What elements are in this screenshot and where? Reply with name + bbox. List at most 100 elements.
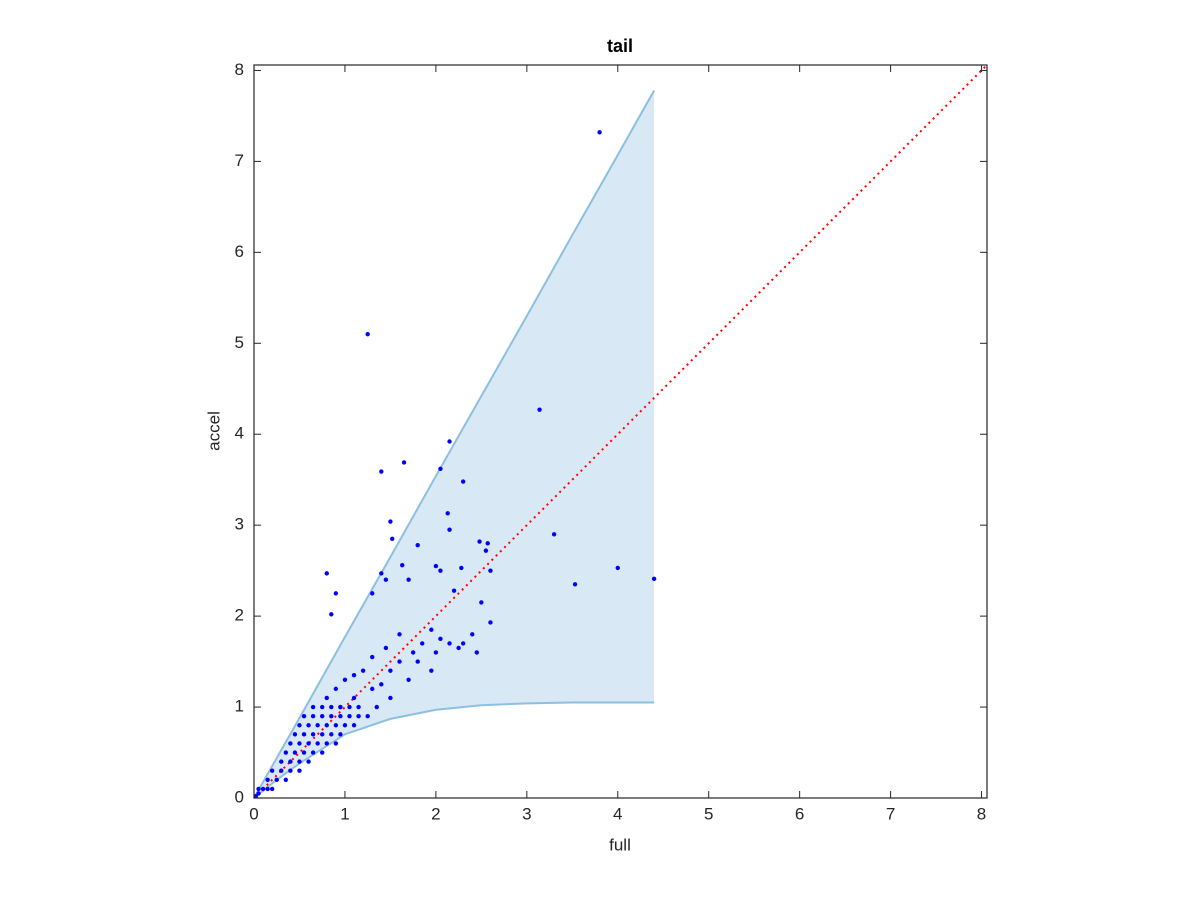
scatter-point xyxy=(615,565,620,571)
scatter-point xyxy=(447,527,452,532)
scatter-point xyxy=(301,732,307,737)
y-tick-label: 2 xyxy=(235,606,244,625)
scatter-point xyxy=(324,571,329,576)
scatter-point xyxy=(438,466,443,471)
y-tick-label: 3 xyxy=(235,515,244,534)
scatter-point xyxy=(297,759,302,764)
x-tick-label: 8 xyxy=(977,804,986,823)
scatter-point xyxy=(351,673,357,678)
scatter-point xyxy=(460,479,466,484)
scatter-point xyxy=(333,591,339,596)
band-edge xyxy=(253,89,656,799)
y-tick-label: 0 xyxy=(235,787,244,806)
y-tick-label: 1 xyxy=(235,697,244,716)
scatter-point xyxy=(370,591,375,596)
scatter-point xyxy=(474,650,480,655)
y-tick-label: 5 xyxy=(235,333,244,352)
scatter-point xyxy=(370,654,375,660)
scatter-point xyxy=(401,460,407,465)
scatter-point xyxy=(283,777,289,783)
scatter-point xyxy=(292,732,298,737)
x-tick-label: 4 xyxy=(613,804,622,823)
scatter-point xyxy=(269,786,275,792)
x-tick-label: 6 xyxy=(795,804,804,823)
scatter-point xyxy=(365,331,370,337)
scatter-point xyxy=(338,713,343,719)
axes-box xyxy=(253,64,988,799)
scatter-point xyxy=(306,723,311,728)
y-tick-label: 8 xyxy=(235,60,244,79)
scatter-point xyxy=(279,768,284,773)
scatter-point xyxy=(429,668,434,673)
x-tick-label: 3 xyxy=(522,804,531,823)
scatter-point xyxy=(338,732,343,737)
scatter-point xyxy=(324,695,329,701)
scatter-point xyxy=(479,600,484,605)
scatter-point xyxy=(438,568,443,573)
scatter-point xyxy=(297,741,302,746)
scatter-point xyxy=(338,704,343,710)
scatter-point xyxy=(447,439,452,444)
scatter-point xyxy=(379,571,384,576)
scatter-point xyxy=(253,793,259,799)
x-tick-label: 7 xyxy=(886,804,895,823)
x-tick-label: 0 xyxy=(249,804,258,823)
scatter-point xyxy=(445,511,450,516)
scatter-point xyxy=(459,565,464,571)
scatter-point xyxy=(315,741,320,746)
scatter-point xyxy=(651,576,657,582)
scatter-point xyxy=(283,750,289,755)
chart-title: tail xyxy=(607,36,633,56)
scatter-point xyxy=(320,713,325,719)
band-edge xyxy=(253,701,655,799)
scatter-point xyxy=(265,786,270,792)
scatter-point xyxy=(347,704,352,710)
scatter-point xyxy=(388,695,393,701)
scatter-point xyxy=(438,636,443,642)
scatter-point xyxy=(297,723,302,728)
scatter-point xyxy=(292,750,298,755)
scatter-point xyxy=(306,759,311,764)
scatter-point xyxy=(397,659,402,664)
scatter-point xyxy=(456,645,461,651)
scatter-point xyxy=(383,577,389,582)
scatter-point xyxy=(310,713,316,719)
y-tick-label: 7 xyxy=(235,151,244,170)
scatter-point xyxy=(310,750,316,755)
scatter-point xyxy=(433,563,439,569)
scatter-point xyxy=(324,741,329,746)
scatter-point xyxy=(256,786,261,792)
scatter-point xyxy=(370,686,375,692)
x-axis-label: full xyxy=(609,835,631,854)
scatter-point xyxy=(537,407,542,412)
x-tick-label: 5 xyxy=(704,804,713,823)
scatter-point xyxy=(406,677,411,682)
scatter-point xyxy=(297,768,302,773)
scatter-point xyxy=(400,562,405,568)
scatter-point xyxy=(333,686,339,692)
scatter-point xyxy=(470,632,475,637)
scatter-point xyxy=(351,695,357,701)
scatter-point xyxy=(388,519,393,524)
scatter-point xyxy=(347,713,352,719)
scatter-point xyxy=(306,741,311,746)
scatter-point xyxy=(274,777,279,783)
scatter-point xyxy=(365,713,370,719)
scatter-point xyxy=(383,645,389,651)
scatter-point xyxy=(388,668,393,673)
scatter-point xyxy=(288,741,293,746)
scatter-point xyxy=(597,130,602,135)
scatter-point xyxy=(447,641,452,646)
scatter-point xyxy=(379,469,384,474)
scatter-point xyxy=(488,568,493,573)
scatter-point xyxy=(379,682,384,687)
scatter-point xyxy=(360,668,366,673)
y-tick-label: 6 xyxy=(235,242,244,261)
scatter-point xyxy=(260,786,266,792)
scatter-point xyxy=(256,791,261,796)
scatter-point xyxy=(415,542,420,548)
scatter-point xyxy=(324,723,329,728)
scatter-point xyxy=(572,582,578,587)
scatter-point xyxy=(329,732,334,737)
